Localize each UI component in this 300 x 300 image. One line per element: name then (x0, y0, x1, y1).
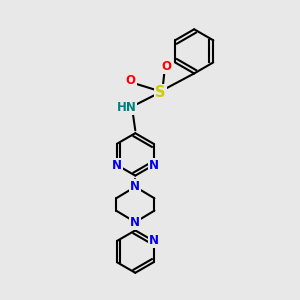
Text: N: N (130, 180, 140, 193)
Text: S: S (155, 85, 166, 100)
Text: N: N (148, 158, 159, 172)
Text: O: O (161, 60, 171, 73)
Text: N: N (130, 216, 140, 229)
Text: HN: HN (116, 101, 136, 114)
Text: N: N (112, 158, 122, 172)
Text: N: N (148, 235, 159, 248)
Text: O: O (126, 74, 136, 87)
